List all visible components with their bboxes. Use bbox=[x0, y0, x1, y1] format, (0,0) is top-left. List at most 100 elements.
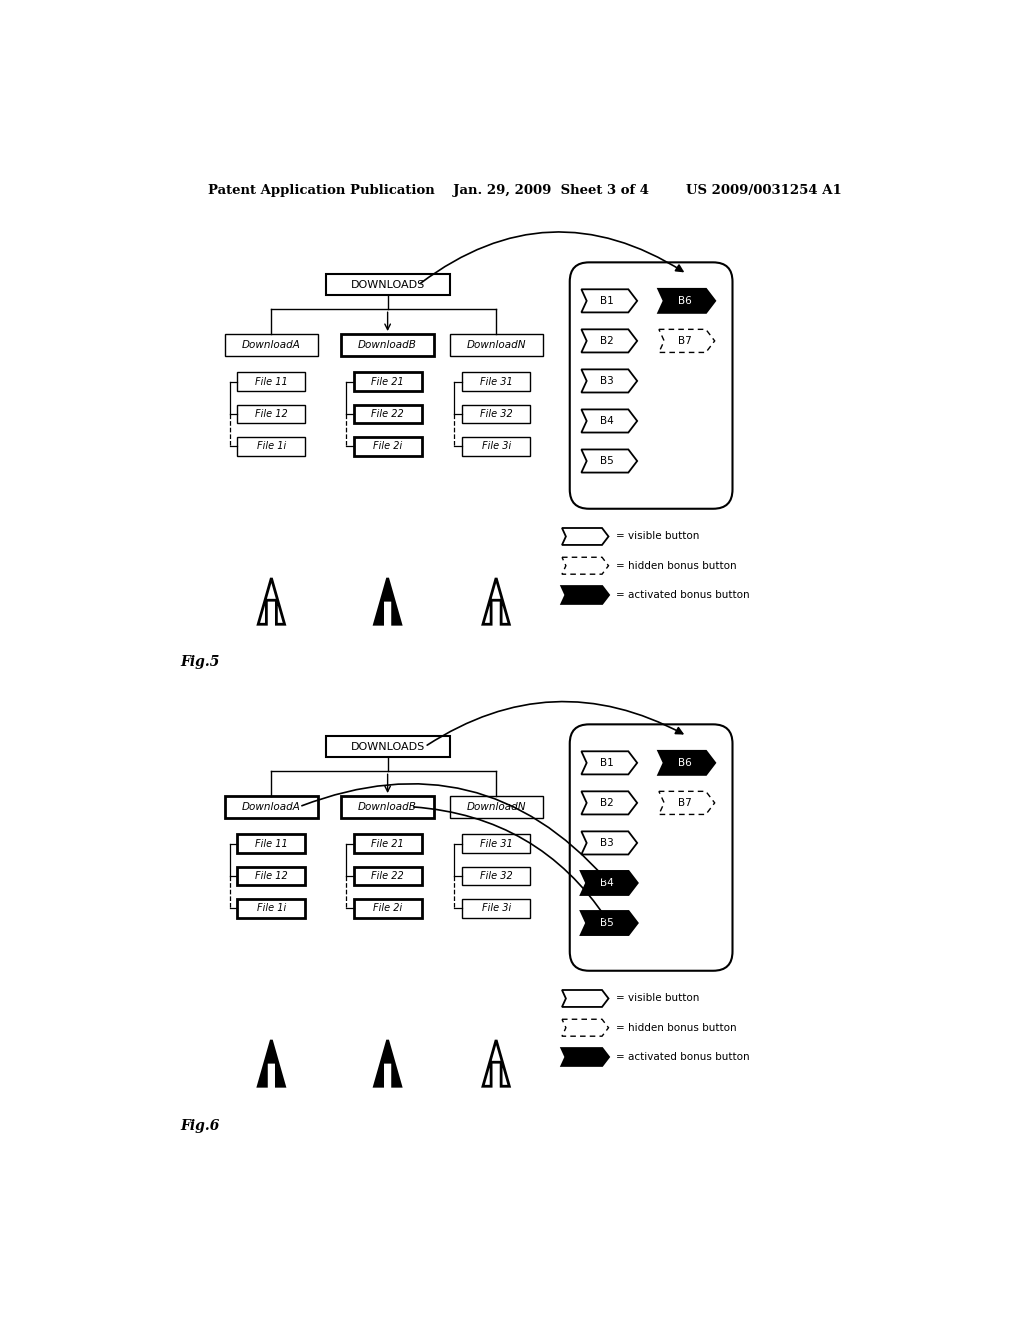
Polygon shape bbox=[582, 871, 637, 895]
Text: DownloadA: DownloadA bbox=[242, 801, 301, 812]
Bar bbox=[462, 405, 530, 424]
Bar bbox=[326, 275, 450, 296]
Text: = activated bonus button: = activated bonus button bbox=[616, 1052, 750, 1063]
Text: = visible button: = visible button bbox=[616, 994, 699, 1003]
Text: DOWNLOADS: DOWNLOADS bbox=[350, 280, 425, 289]
Text: Fig.6: Fig.6 bbox=[180, 1119, 220, 1134]
Text: = visible button: = visible button bbox=[616, 532, 699, 541]
Text: DownloadN: DownloadN bbox=[466, 801, 526, 812]
Text: File 32: File 32 bbox=[480, 409, 512, 418]
Text: File 3i: File 3i bbox=[481, 441, 511, 451]
Polygon shape bbox=[582, 911, 637, 935]
Text: B6: B6 bbox=[678, 758, 691, 768]
Text: B3: B3 bbox=[600, 376, 614, 385]
Text: File 12: File 12 bbox=[255, 409, 288, 418]
Bar bbox=[238, 899, 305, 917]
Polygon shape bbox=[582, 289, 637, 313]
Bar bbox=[462, 437, 530, 455]
Polygon shape bbox=[375, 1040, 400, 1086]
Polygon shape bbox=[582, 449, 637, 473]
Bar bbox=[462, 372, 530, 391]
Text: File 22: File 22 bbox=[372, 871, 404, 880]
Text: File 3i: File 3i bbox=[481, 903, 511, 913]
Polygon shape bbox=[258, 1040, 285, 1086]
Bar bbox=[341, 334, 434, 355]
Text: File 31: File 31 bbox=[480, 838, 512, 849]
Bar bbox=[341, 796, 434, 817]
Bar bbox=[353, 867, 422, 886]
Bar bbox=[353, 372, 422, 391]
Bar bbox=[353, 834, 422, 853]
Text: B1: B1 bbox=[600, 758, 614, 768]
Text: File 21: File 21 bbox=[372, 376, 404, 387]
Text: File 32: File 32 bbox=[480, 871, 512, 880]
Text: DownloadN: DownloadN bbox=[466, 339, 526, 350]
Text: B4: B4 bbox=[600, 416, 614, 426]
Text: DownloadB: DownloadB bbox=[358, 801, 417, 812]
Bar bbox=[225, 796, 317, 817]
Bar bbox=[238, 437, 305, 455]
Polygon shape bbox=[582, 751, 637, 775]
Bar bbox=[450, 334, 543, 355]
Polygon shape bbox=[658, 330, 715, 352]
Text: B5: B5 bbox=[600, 455, 614, 466]
Polygon shape bbox=[562, 586, 608, 603]
Text: B2: B2 bbox=[600, 335, 614, 346]
Bar bbox=[353, 405, 422, 424]
Text: File 11: File 11 bbox=[255, 376, 288, 387]
FancyArrowPatch shape bbox=[421, 232, 683, 282]
Polygon shape bbox=[483, 578, 509, 624]
Polygon shape bbox=[562, 528, 608, 545]
Text: DOWNLOADS: DOWNLOADS bbox=[350, 742, 425, 751]
Bar bbox=[238, 372, 305, 391]
Polygon shape bbox=[562, 1019, 608, 1036]
FancyBboxPatch shape bbox=[569, 725, 732, 970]
Text: B5: B5 bbox=[600, 917, 614, 928]
Polygon shape bbox=[562, 1048, 608, 1065]
Text: File 1i: File 1i bbox=[257, 441, 286, 451]
Text: File 12: File 12 bbox=[255, 871, 288, 880]
Text: B7: B7 bbox=[678, 335, 691, 346]
Text: B6: B6 bbox=[678, 296, 691, 306]
Text: = hidden bonus button: = hidden bonus button bbox=[616, 561, 737, 570]
FancyArrowPatch shape bbox=[414, 807, 607, 919]
Polygon shape bbox=[658, 751, 715, 775]
Text: Patent Application Publication    Jan. 29, 2009  Sheet 3 of 4        US 2009/003: Patent Application Publication Jan. 29, … bbox=[208, 185, 842, 197]
Bar bbox=[238, 867, 305, 886]
Text: = activated bonus button: = activated bonus button bbox=[616, 590, 750, 601]
Polygon shape bbox=[582, 832, 637, 854]
Bar bbox=[238, 834, 305, 853]
Polygon shape bbox=[658, 792, 715, 814]
Text: B3: B3 bbox=[600, 838, 614, 847]
Polygon shape bbox=[582, 330, 637, 352]
Bar bbox=[225, 334, 317, 355]
Text: File 11: File 11 bbox=[255, 838, 288, 849]
Polygon shape bbox=[562, 990, 608, 1007]
Bar bbox=[462, 899, 530, 917]
Bar bbox=[450, 796, 543, 817]
Bar bbox=[462, 867, 530, 886]
Text: DownloadA: DownloadA bbox=[242, 339, 301, 350]
Text: File 21: File 21 bbox=[372, 838, 404, 849]
Text: File 2i: File 2i bbox=[373, 903, 402, 913]
Bar bbox=[326, 737, 450, 758]
Text: File 22: File 22 bbox=[372, 409, 404, 418]
Text: Fig.5: Fig.5 bbox=[180, 655, 220, 669]
Text: DownloadB: DownloadB bbox=[358, 339, 417, 350]
Text: File 1i: File 1i bbox=[257, 903, 286, 913]
Polygon shape bbox=[582, 792, 637, 814]
Text: B4: B4 bbox=[600, 878, 614, 888]
FancyBboxPatch shape bbox=[569, 263, 732, 508]
Polygon shape bbox=[582, 370, 637, 392]
Text: B7: B7 bbox=[678, 797, 691, 808]
FancyArrowPatch shape bbox=[302, 784, 606, 879]
Text: B1: B1 bbox=[600, 296, 614, 306]
Polygon shape bbox=[258, 578, 285, 624]
Polygon shape bbox=[375, 578, 400, 624]
Bar bbox=[238, 405, 305, 424]
Polygon shape bbox=[562, 557, 608, 574]
Polygon shape bbox=[483, 1040, 509, 1086]
Text: = hidden bonus button: = hidden bonus button bbox=[616, 1023, 737, 1032]
Polygon shape bbox=[582, 409, 637, 433]
Text: File 2i: File 2i bbox=[373, 441, 402, 451]
